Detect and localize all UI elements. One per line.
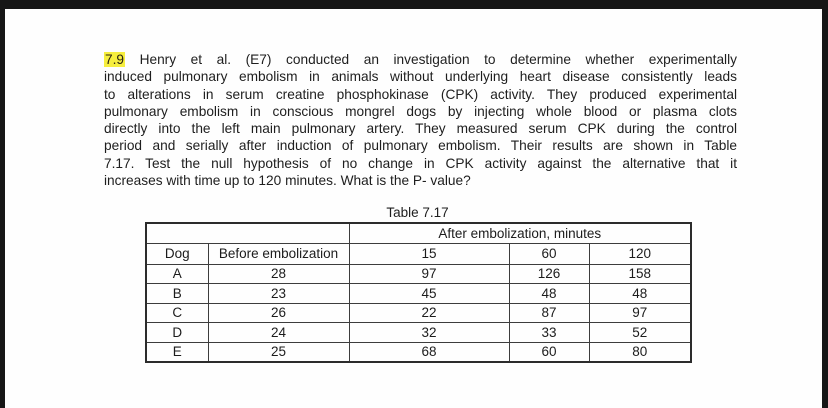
table-row: A 28 97 126 158 [145, 263, 692, 284]
table-cell: 48 [588, 283, 692, 304]
problem-line: directly into the left main pulmonary ar… [104, 121, 737, 137]
span-header-cell: After embolization, minutes [348, 222, 692, 244]
problem-line: 7.9 Henry et al. (E7) conducted an inves… [104, 51, 737, 68]
table-span-header-row: After embolization, minutes [145, 222, 692, 244]
column-header-dog: Dog [145, 242, 209, 265]
table-row: C 26 22 87 97 [145, 302, 692, 323]
problem-line: induced pulmonary embolism in animals wi… [104, 69, 737, 85]
cpk-results-table: After embolization, minutes Dog Before e… [145, 222, 693, 363]
problem-line: 7.17. Test the null hypothesis of no cha… [104, 155, 737, 171]
table-cell: 25 [207, 341, 350, 362]
table-cell: 158 [588, 263, 692, 284]
problem-number-highlight: 7.9 [104, 52, 126, 67]
table-cell: D [145, 322, 209, 343]
table-cell: 126 [508, 263, 590, 284]
table-row: B 23 45 48 48 [145, 283, 692, 304]
table-cell: 45 [348, 283, 510, 304]
table-row: D 24 32 33 52 [145, 322, 692, 343]
table-cell: 32 [348, 322, 510, 343]
table-cell: E [145, 341, 209, 362]
table-cell: 80 [588, 341, 692, 362]
table-cell: 48 [508, 283, 590, 304]
problem-line: period and serially after induction of p… [104, 138, 737, 154]
table-cell: 28 [207, 263, 350, 284]
table-cell: 52 [588, 322, 692, 343]
table-cell: 97 [588, 302, 692, 323]
table-header-row: Dog Before embolization 15 60 120 [145, 242, 692, 265]
letterbox-top-bar [0, 0, 828, 9]
table-cell: 97 [348, 263, 510, 284]
page-edge-right [822, 0, 828, 408]
problem-line: pulmonary embolism in conscious mongrel … [104, 103, 737, 119]
table-cell: B [145, 283, 209, 304]
table-cell: 33 [508, 322, 590, 343]
column-header-120: 120 [588, 242, 692, 265]
table-cell: 87 [508, 302, 590, 323]
problem-statement: 7.9 Henry et al. (E7) conducted an inves… [104, 51, 737, 189]
column-header-15: 15 [348, 242, 510, 265]
table-cell: C [145, 302, 209, 323]
table-cell: 26 [207, 302, 350, 323]
table-cell: 24 [207, 322, 350, 343]
document-page: 7.9 Henry et al. (E7) conducted an inves… [5, 9, 822, 408]
table-cell: 23 [207, 283, 350, 304]
page-edge-left [0, 0, 5, 408]
column-header-60: 60 [508, 242, 590, 265]
table-caption: Table 7.17 [386, 205, 449, 220]
table-cell: 68 [348, 341, 510, 362]
problem-line: increases with time up to 120 minutes. W… [104, 173, 471, 189]
table-cell: 60 [508, 341, 590, 362]
problem-line: to alterations in serum creatine phospho… [104, 86, 737, 102]
problem-line-text: Henry et al. (E7) conducted an investiga… [139, 52, 737, 67]
table-row: E 25 68 60 80 [145, 341, 692, 362]
table-cell: 22 [348, 302, 510, 323]
table-cell: A [145, 263, 209, 284]
blank-header-cell [145, 222, 350, 244]
column-header-before: Before embolization [207, 242, 350, 265]
